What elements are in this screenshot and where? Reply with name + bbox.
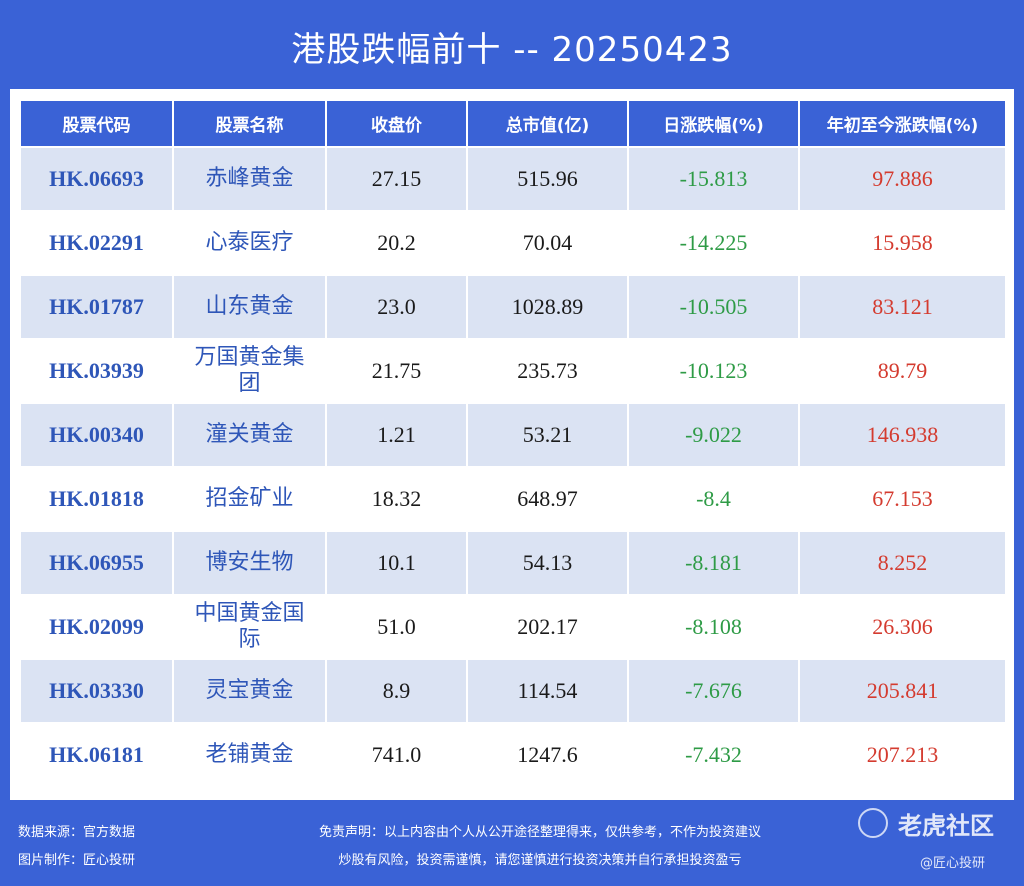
cell-name: 潼关黄金: [174, 404, 325, 466]
cell-daily-change: -9.022: [629, 404, 798, 466]
cell-ytd-change: 97.886: [800, 148, 1005, 210]
cell-daily-change: -8.4: [629, 468, 798, 530]
cell-market-cap: 515.96: [468, 148, 627, 210]
cell-code: HK.02291: [21, 212, 172, 274]
cell-name: 博安生物: [174, 532, 325, 594]
table-panel: 股票代码 股票名称 收盘价 总市值(亿) 日涨跌幅(%) 年初至今涨跌幅(%) …: [10, 89, 1014, 800]
cell-code: HK.02099: [21, 596, 172, 658]
cell-daily-change: -10.505: [629, 276, 798, 338]
table-row: HK.02099 中国黄金国际 51.0 202.17 -8.108 26.30…: [21, 596, 1005, 658]
table-row: HK.00340 潼关黄金 1.21 53.21 -9.022 146.938: [21, 404, 1005, 466]
cell-code: HK.03939: [21, 340, 172, 402]
cell-close: 8.9: [327, 660, 466, 722]
cell-code: HK.01787: [21, 276, 172, 338]
cell-name: 灵宝黄金: [174, 660, 325, 722]
data-source-note: 数据来源：官方数据: [18, 825, 136, 840]
table-row: HK.06693 赤峰黄金 27.15 515.96 -15.813 97.88…: [21, 148, 1005, 210]
cell-close: 21.75: [327, 340, 466, 402]
header-name: 股票名称: [174, 101, 325, 146]
cell-market-cap: 648.97: [468, 468, 627, 530]
table-row: HK.01787 山东黄金 23.0 1028.89 -10.505 83.12…: [21, 276, 1005, 338]
cell-code: HK.01818: [21, 468, 172, 530]
table-row: HK.03330 灵宝黄金 8.9 114.54 -7.676 205.841: [21, 660, 1005, 722]
cell-name: 心泰医疗: [174, 212, 325, 274]
watermark-brand: 老虎社区: [898, 812, 994, 840]
table-row: HK.06181 老铺黄金 741.0 1247.6 -7.432 207.21…: [21, 724, 1005, 786]
cell-code: HK.06693: [21, 148, 172, 210]
disclaimer-line-2: 炒股有风险，投资需谨慎，请您谨慎进行投资决策并自行承担投资盈亏: [338, 853, 742, 868]
cell-close: 51.0: [327, 596, 466, 658]
header-ytd-change: 年初至今涨跌幅(%): [800, 101, 1005, 146]
cell-code: HK.06955: [21, 532, 172, 594]
cell-name: 老铺黄金: [174, 724, 325, 786]
cell-name: 中国黄金国际: [174, 596, 325, 658]
cell-daily-change: -14.225: [629, 212, 798, 274]
cell-close: 1.21: [327, 404, 466, 466]
cell-name: 万国黄金集团: [174, 340, 325, 402]
table-row: HK.01818 招金矿业 18.32 648.97 -8.4 67.153: [21, 468, 1005, 530]
cell-daily-change: -15.813: [629, 148, 798, 210]
table-header-row: 股票代码 股票名称 收盘价 总市值(亿) 日涨跌幅(%) 年初至今涨跌幅(%): [21, 101, 1005, 146]
cell-name: 山东黄金: [174, 276, 325, 338]
cell-close: 10.1: [327, 532, 466, 594]
watermark-handle: @匠心投研: [920, 856, 986, 871]
cell-close: 27.15: [327, 148, 466, 210]
cell-market-cap: 1247.6: [468, 724, 627, 786]
cell-ytd-change: 83.121: [800, 276, 1005, 338]
stock-table: 股票代码 股票名称 收盘价 总市值(亿) 日涨跌幅(%) 年初至今涨跌幅(%) …: [19, 99, 1007, 788]
cell-ytd-change: 146.938: [800, 404, 1005, 466]
tiger-logo-icon: [858, 808, 888, 838]
header-code: 股票代码: [21, 101, 172, 146]
cell-code: HK.06181: [21, 724, 172, 786]
image-maker-note: 图片制作：匠心投研: [18, 853, 136, 868]
page-title: 港股跌幅前十 -- 20250423: [291, 30, 733, 70]
header-close: 收盘价: [327, 101, 466, 146]
cell-code: HK.00340: [21, 404, 172, 466]
cell-ytd-change: 8.252: [800, 532, 1005, 594]
cell-close: 741.0: [327, 724, 466, 786]
cell-market-cap: 1028.89: [468, 276, 627, 338]
cell-ytd-change: 26.306: [800, 596, 1005, 658]
cell-market-cap: 70.04: [468, 212, 627, 274]
cell-market-cap: 114.54: [468, 660, 627, 722]
cell-daily-change: -10.123: [629, 340, 798, 402]
cell-daily-change: -7.676: [629, 660, 798, 722]
disclaimer-line-1: 免责声明：以上内容由个人从公开途径整理得来，仅供参考，不作为投资建议: [318, 825, 761, 840]
cell-ytd-change: 15.958: [800, 212, 1005, 274]
cell-ytd-change: 89.79: [800, 340, 1005, 402]
cell-ytd-change: 205.841: [800, 660, 1005, 722]
cell-market-cap: 235.73: [468, 340, 627, 402]
cell-market-cap: 54.13: [468, 532, 627, 594]
table-row: HK.06955 博安生物 10.1 54.13 -8.181 8.252: [21, 532, 1005, 594]
cell-daily-change: -7.432: [629, 724, 798, 786]
cell-code: HK.03330: [21, 660, 172, 722]
cell-market-cap: 202.17: [468, 596, 627, 658]
cell-name: 招金矿业: [174, 468, 325, 530]
table-row: HK.03939 万国黄金集团 21.75 235.73 -10.123 89.…: [21, 340, 1005, 402]
cell-close: 23.0: [327, 276, 466, 338]
table-row: HK.02291 心泰医疗 20.2 70.04 -14.225 15.958: [21, 212, 1005, 274]
header-daily-change: 日涨跌幅(%): [629, 101, 798, 146]
cell-daily-change: -8.108: [629, 596, 798, 658]
cell-close: 18.32: [327, 468, 466, 530]
cell-daily-change: -8.181: [629, 532, 798, 594]
cell-ytd-change: 207.213: [800, 724, 1005, 786]
cell-name: 赤峰黄金: [174, 148, 325, 210]
cell-ytd-change: 67.153: [800, 468, 1005, 530]
cell-close: 20.2: [327, 212, 466, 274]
cell-market-cap: 53.21: [468, 404, 627, 466]
header-market-cap: 总市值(亿): [468, 101, 627, 146]
